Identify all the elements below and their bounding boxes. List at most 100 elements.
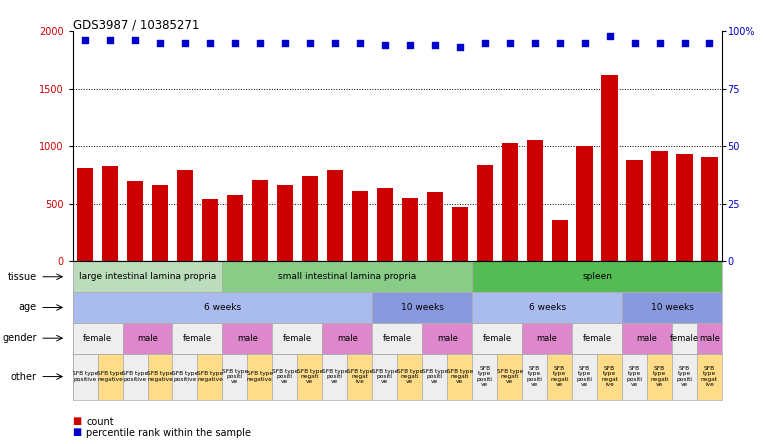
Bar [173, 323, 222, 353]
Text: male: male [437, 334, 458, 343]
Text: male: male [237, 334, 258, 343]
Text: SFB type
negative: SFB type negative [147, 371, 173, 382]
Text: 10 weeks: 10 weeks [651, 303, 694, 312]
Bar [701, 157, 717, 262]
Point [604, 32, 616, 39]
Bar [672, 323, 697, 353]
Point [104, 37, 116, 44]
Bar [426, 192, 443, 262]
Bar [273, 353, 297, 400]
Text: SFB
type
positi
ve: SFB type positi ve [626, 366, 643, 387]
Bar [252, 180, 268, 262]
Text: SFB
type
negat
ive: SFB type negat ive [701, 366, 718, 387]
Bar [477, 165, 493, 262]
Point [129, 37, 141, 44]
Point [478, 39, 490, 46]
Text: male: male [337, 334, 358, 343]
Text: female: female [582, 334, 612, 343]
Bar [147, 353, 173, 400]
Text: GDS3987 / 10385271: GDS3987 / 10385271 [73, 18, 199, 31]
Text: female: female [83, 334, 112, 343]
Point [304, 39, 316, 46]
Point [204, 39, 216, 46]
Text: ■: ■ [73, 416, 82, 426]
Bar [348, 353, 372, 400]
Bar [402, 198, 418, 262]
Text: SFB
type
positi
ve: SFB type positi ve [477, 366, 493, 387]
Bar [647, 353, 672, 400]
Bar [472, 323, 522, 353]
Bar [622, 323, 672, 353]
Text: SFB type
positive: SFB type positive [72, 371, 99, 382]
Bar [98, 353, 122, 400]
Point [254, 39, 266, 46]
Text: ■: ■ [73, 427, 82, 437]
Text: female: female [283, 334, 312, 343]
Text: large intestinal lamina propria: large intestinal lamina propria [79, 272, 216, 281]
Point [354, 39, 366, 46]
Text: SFB
type
negat
ive: SFB type negat ive [601, 366, 618, 387]
Bar [222, 353, 248, 400]
Bar [152, 186, 168, 262]
Bar [572, 323, 622, 353]
Text: male: male [536, 334, 558, 343]
Text: female: female [383, 334, 412, 343]
Bar [322, 323, 372, 353]
Bar [173, 353, 197, 400]
Bar [372, 353, 397, 400]
Text: SFB
type
negati
ve: SFB type negati ve [650, 366, 668, 387]
Bar [622, 292, 722, 323]
Text: percentile rank within the sample: percentile rank within the sample [86, 428, 251, 438]
Bar [377, 188, 393, 262]
Bar [77, 168, 93, 262]
Bar [277, 186, 293, 262]
Point [629, 39, 641, 46]
Text: SFB type
negative: SFB type negative [197, 371, 223, 382]
Point [154, 39, 166, 46]
Text: SFB type
negative: SFB type negative [247, 371, 273, 382]
Point [529, 39, 541, 46]
Bar [522, 353, 547, 400]
Bar [122, 323, 173, 353]
Bar [197, 353, 222, 400]
Bar [452, 207, 468, 262]
Bar [122, 353, 147, 400]
Bar [552, 220, 568, 262]
Point [653, 39, 665, 46]
Bar [526, 140, 542, 262]
Bar [597, 353, 622, 400]
Bar [327, 170, 343, 262]
Bar [73, 323, 122, 353]
Text: SFB type
positi
ve: SFB type positi ve [422, 369, 448, 385]
Bar [422, 353, 447, 400]
Bar [102, 166, 118, 262]
Text: male: male [636, 334, 658, 343]
Bar [672, 353, 697, 400]
Bar [472, 262, 722, 292]
Bar [297, 353, 322, 400]
Bar [501, 143, 518, 262]
Text: female: female [670, 334, 699, 343]
Point [379, 41, 391, 48]
Text: SFB
type
positi
ve: SFB type positi ve [526, 366, 542, 387]
Bar [227, 195, 243, 262]
Text: SFB type
negati
ve: SFB type negati ve [296, 369, 323, 385]
Text: 6 weeks: 6 weeks [204, 303, 241, 312]
Text: SFB
type
positi
ve: SFB type positi ve [577, 366, 593, 387]
Text: male: male [699, 334, 720, 343]
Text: spleen: spleen [582, 272, 612, 281]
Text: SFB
type
positi
ve: SFB type positi ve [676, 366, 692, 387]
Bar [73, 262, 222, 292]
Point [79, 37, 91, 44]
Bar [572, 353, 597, 400]
Text: SFB type
positi
ve: SFB type positi ve [322, 369, 348, 385]
Bar [372, 292, 472, 323]
Text: 6 weeks: 6 weeks [529, 303, 565, 312]
Text: tissue: tissue [8, 272, 37, 282]
Text: SFB type
negati
ve: SFB type negati ve [397, 369, 423, 385]
Bar [547, 353, 572, 400]
Bar [652, 151, 668, 262]
Bar [447, 353, 472, 400]
Point [329, 39, 341, 46]
Point [279, 39, 291, 46]
